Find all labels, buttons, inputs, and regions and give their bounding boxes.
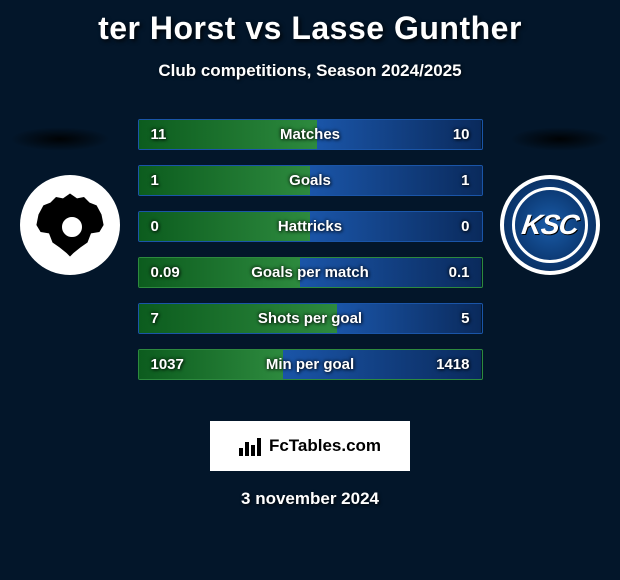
stat-bar-fill-left bbox=[139, 304, 338, 333]
brand-text: FcTables.com bbox=[269, 436, 381, 456]
date-label: 3 november 2024 bbox=[0, 489, 620, 509]
stat-bar: Matches1110 bbox=[138, 119, 483, 150]
stat-bar-fill-right bbox=[317, 120, 482, 149]
stat-bar: Goals11 bbox=[138, 165, 483, 196]
stat-bars: Matches1110 Goals11 Hattricks00 Goals per m… bbox=[138, 119, 483, 380]
right-shadow bbox=[510, 127, 610, 151]
stat-bar-fill-left bbox=[139, 212, 311, 241]
stat-bar: Goals per match0.090.1 bbox=[138, 257, 483, 288]
eagle-icon bbox=[35, 190, 105, 260]
left-shadow bbox=[10, 127, 110, 151]
stat-bar-fill-right bbox=[337, 304, 481, 333]
page-title: ter Horst vs Lasse Gunther bbox=[0, 0, 620, 47]
bar-chart-icon bbox=[239, 436, 263, 456]
stat-bar-fill-right bbox=[310, 166, 482, 195]
stat-bar-fill-right bbox=[310, 212, 482, 241]
team-badge-right: KSC bbox=[500, 175, 600, 275]
subtitle: Club competitions, Season 2024/2025 bbox=[0, 61, 620, 81]
stat-bar-fill-left bbox=[139, 258, 300, 287]
stat-bar: Shots per goal75 bbox=[138, 303, 483, 334]
stat-bar: Hattricks00 bbox=[138, 211, 483, 242]
stat-bar-fill-left bbox=[139, 120, 317, 149]
stat-bar-fill-left bbox=[139, 350, 283, 379]
stat-bar: Min per goal10371418 bbox=[138, 349, 483, 380]
stat-bar-fill-right bbox=[283, 350, 482, 379]
stat-bar-fill-right bbox=[300, 258, 482, 287]
team-badge-left bbox=[20, 175, 120, 275]
ksc-logo-text: KSC bbox=[520, 209, 581, 241]
comparison-panel: KSC Matches1110 Goals11 Hattricks00 Goals p… bbox=[0, 119, 620, 399]
brand-badge[interactable]: FcTables.com bbox=[210, 421, 410, 471]
stat-bar-fill-left bbox=[139, 166, 311, 195]
